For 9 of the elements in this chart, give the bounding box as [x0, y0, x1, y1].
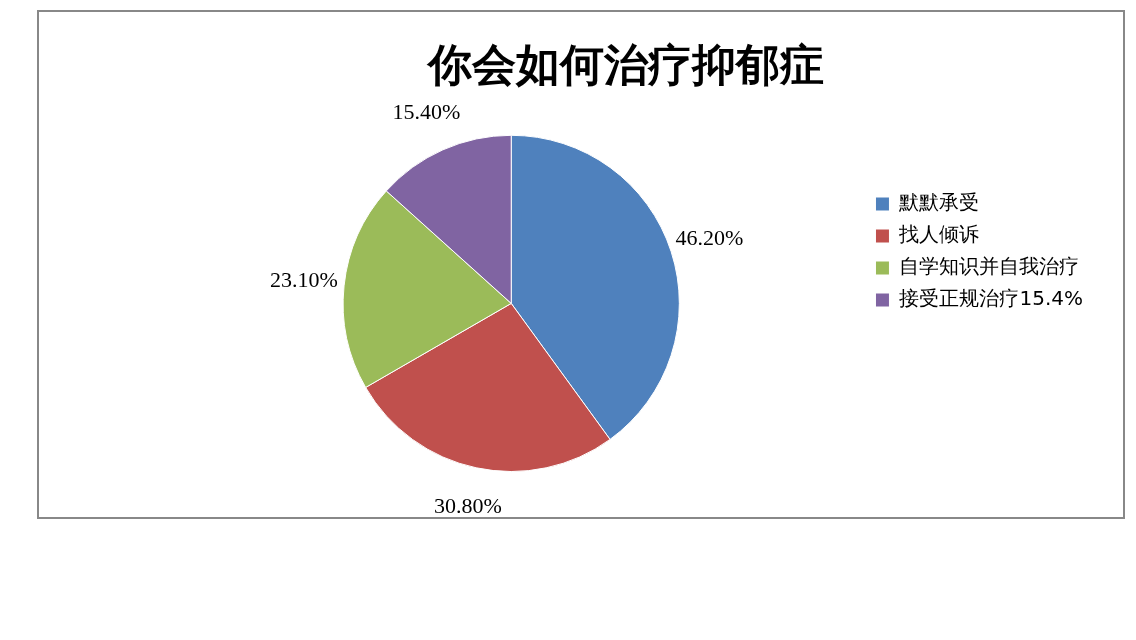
legend-label: 自学知识并自我治疗 [899, 254, 1080, 279]
data-label: 23.10% [270, 267, 338, 293]
data-label: 15.40% [392, 98, 461, 124]
legend-label: 默默承受 [898, 190, 980, 215]
data-label: 30.80% [433, 493, 502, 519]
data-label: 46.20% [675, 224, 744, 250]
chart-title: 你会如何治疗抑郁症 [426, 38, 824, 90]
legend-label: 找人倾诉 [898, 222, 980, 247]
legend-label: 接受正规治疗15.4% [899, 286, 1084, 311]
